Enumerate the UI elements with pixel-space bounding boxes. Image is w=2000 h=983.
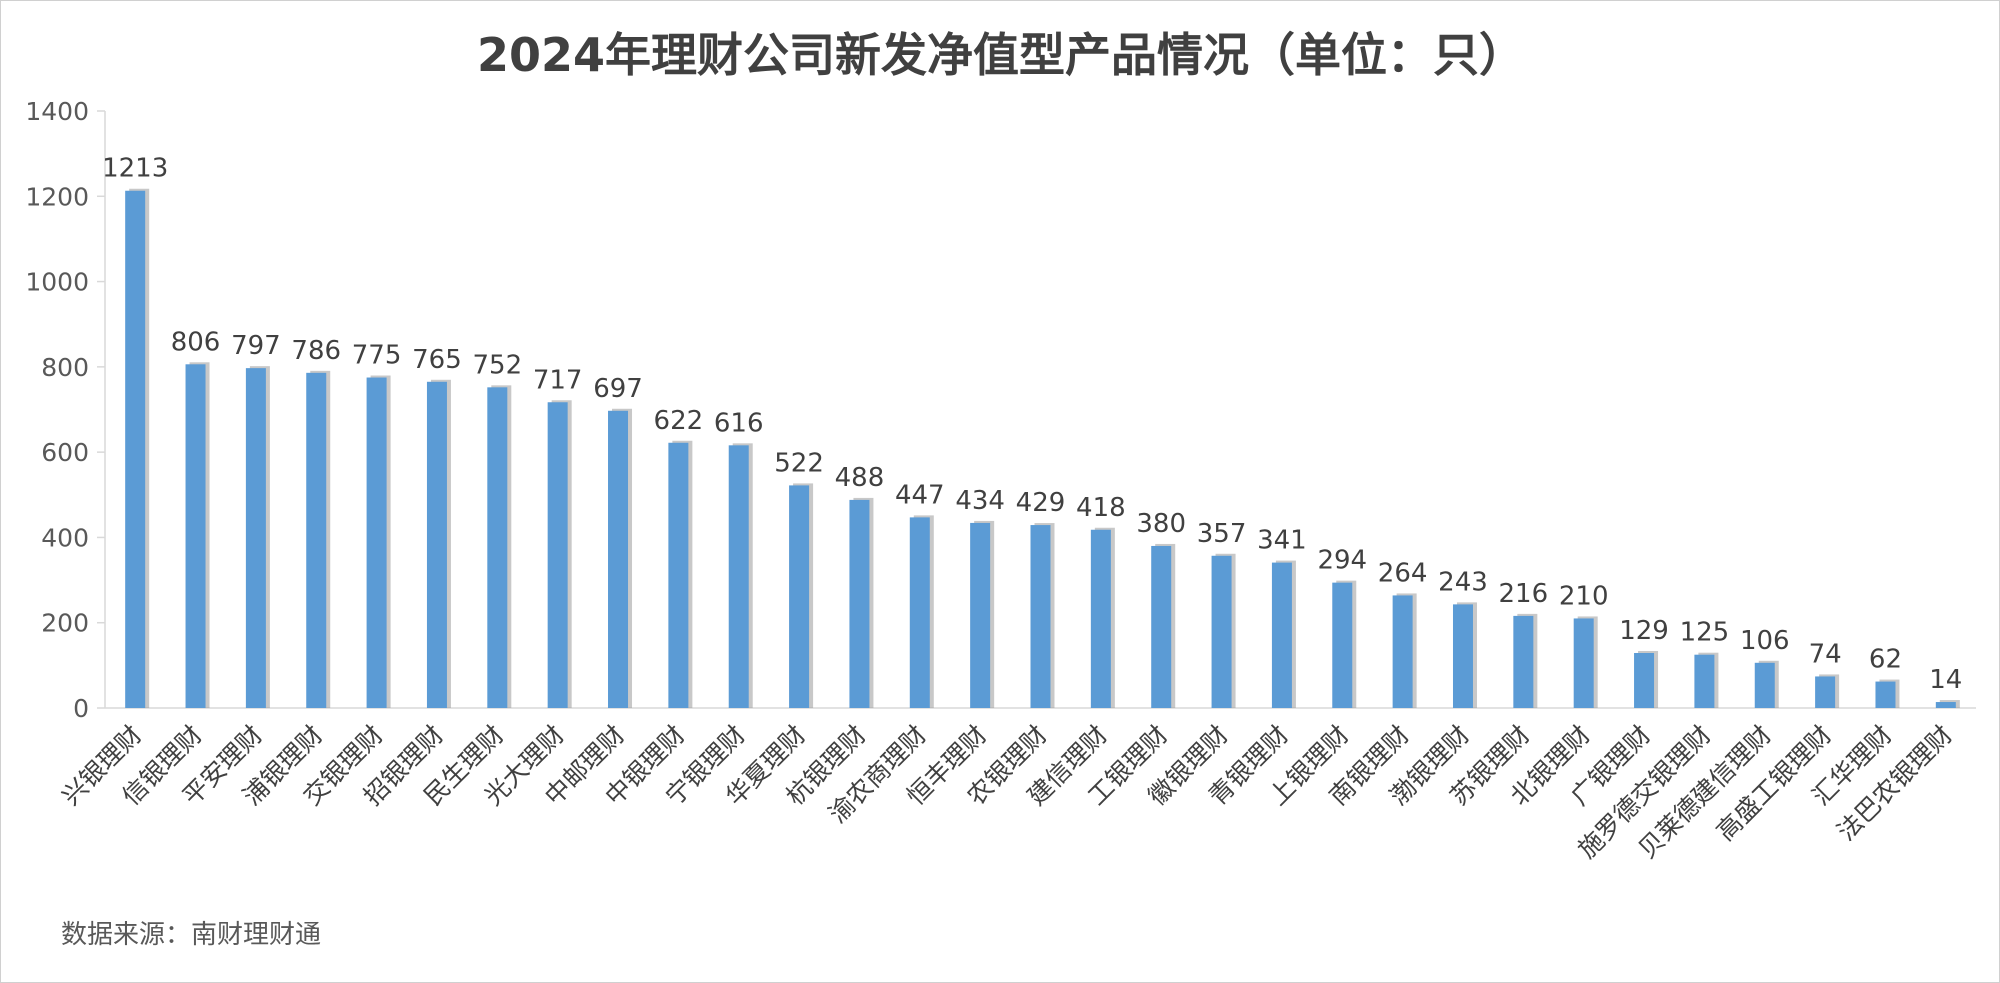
data-label: 488 — [835, 463, 885, 493]
bar — [909, 517, 930, 708]
data-labels-group: 1213 806 797 786 775 765 752 717 697 622 616 522 488… — [102, 154, 1962, 695]
y-tick-label: 200 — [41, 609, 89, 638]
bar — [1935, 702, 1956, 708]
bar — [1573, 618, 1594, 708]
y-tick-label: 400 — [41, 523, 89, 552]
y-tick-label: 1000 — [25, 268, 89, 297]
y-tick-label: 1400 — [25, 97, 89, 126]
data-label: 775 — [352, 341, 402, 371]
y-axis: 0 200 400 600 800 1000 1200 1400 — [25, 97, 1976, 723]
chart-title: 2024年理财公司新发净值型产品情况（单位：只） — [477, 28, 1525, 82]
data-label: 106 — [1740, 626, 1790, 656]
data-label: 418 — [1076, 493, 1126, 523]
bars-group — [125, 188, 1960, 709]
bar — [306, 372, 327, 708]
bar — [970, 522, 991, 708]
bar — [426, 381, 447, 708]
data-label: 697 — [593, 374, 643, 404]
bar — [1875, 681, 1896, 708]
data-label: 341 — [1257, 526, 1307, 556]
data-label: 797 — [231, 331, 281, 361]
data-label: 429 — [1016, 488, 1066, 518]
data-label: 243 — [1438, 567, 1488, 597]
bar — [668, 442, 689, 708]
data-label: 522 — [774, 448, 824, 478]
data-label: 62 — [1869, 645, 1902, 675]
data-source-note: 数据来源：南财理财通 — [61, 920, 321, 950]
y-tick-label: 800 — [41, 353, 89, 382]
data-label: 434 — [955, 486, 1005, 516]
bar — [245, 368, 266, 708]
data-label: 264 — [1378, 558, 1428, 588]
data-label: 752 — [472, 350, 522, 380]
bar — [487, 387, 508, 708]
x-tick-labels-group: 兴银理财信银理财平安理财浦银理财交银理财招银理财民生理财光大理财中邮理财中银理财… — [56, 720, 1958, 864]
bar — [1754, 662, 1775, 708]
y-tick-label: 0 — [73, 694, 89, 723]
data-label: 1213 — [102, 154, 168, 184]
bar — [1271, 562, 1292, 708]
data-label: 210 — [1559, 581, 1609, 611]
bar — [547, 402, 568, 708]
y-tick-label: 600 — [41, 438, 89, 467]
bar — [608, 410, 629, 708]
data-label: 74 — [1809, 639, 1842, 669]
data-label: 717 — [533, 365, 583, 395]
bar — [1030, 525, 1051, 708]
bar — [125, 190, 146, 709]
data-label: 616 — [714, 408, 764, 438]
data-label: 786 — [291, 336, 341, 366]
bar — [1090, 529, 1111, 708]
bar — [849, 499, 870, 708]
bar — [185, 364, 206, 708]
data-label: 380 — [1136, 509, 1186, 539]
data-label: 129 — [1619, 616, 1669, 646]
data-label: 357 — [1197, 519, 1247, 549]
bar — [1151, 545, 1172, 708]
data-label: 447 — [895, 480, 945, 510]
y-tick-label: 1200 — [25, 182, 89, 211]
bar — [1332, 582, 1353, 708]
data-label: 125 — [1680, 618, 1730, 648]
data-label: 216 — [1499, 579, 1549, 609]
bar — [1392, 595, 1413, 708]
bar — [1694, 654, 1715, 708]
bar — [789, 485, 810, 708]
bar — [1211, 555, 1232, 708]
bar — [1513, 615, 1534, 708]
bar — [1634, 652, 1655, 708]
bar — [366, 377, 387, 708]
data-label: 806 — [171, 327, 221, 357]
data-label: 294 — [1317, 546, 1367, 576]
data-label: 765 — [412, 345, 462, 375]
data-label: 622 — [654, 406, 704, 436]
data-label: 14 — [1929, 665, 1962, 695]
bar — [1815, 676, 1836, 708]
bar — [1452, 604, 1473, 708]
bar — [728, 445, 749, 708]
